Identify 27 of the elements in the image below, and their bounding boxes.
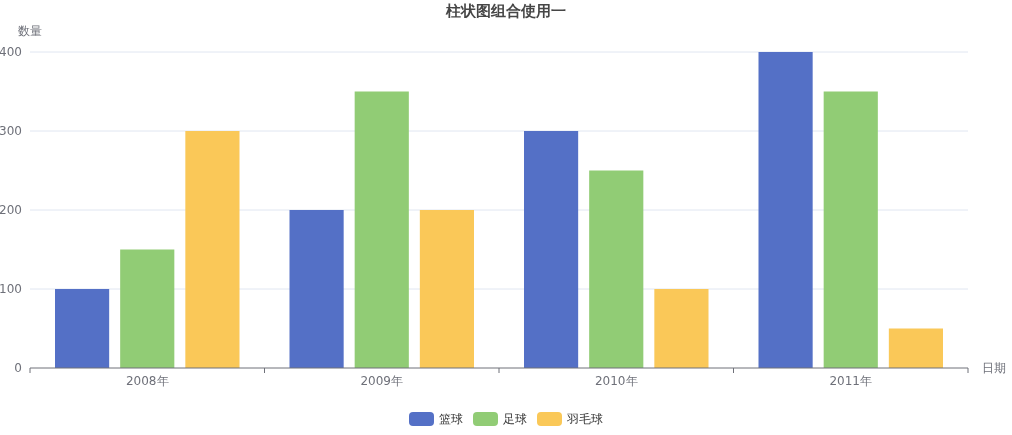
y-axis-title: 数量 <box>18 24 42 38</box>
x-tick-label: 2011年 <box>829 374 873 388</box>
y-tick-label: 200 <box>0 203 22 217</box>
legend-label: 足球 <box>503 412 527 426</box>
chart-title: 柱状图组合使用一 <box>445 2 566 20</box>
y-tick-label: 400 <box>0 45 22 59</box>
bar <box>823 91 878 368</box>
y-tick-label: 300 <box>0 124 22 138</box>
y-tick-label: 100 <box>0 282 22 296</box>
bar <box>758 52 813 368</box>
bar <box>289 210 344 368</box>
bar <box>888 328 943 368</box>
legend-label: 羽毛球 <box>566 412 603 426</box>
legend-label: 篮球 <box>439 412 463 426</box>
x-tick-label: 2008年 <box>125 374 169 388</box>
bar <box>120 249 175 368</box>
bar <box>654 289 709 368</box>
x-axis-title: 日期 <box>982 361 1006 375</box>
bar <box>55 289 110 368</box>
x-tick-label: 2009年 <box>360 374 404 388</box>
bar <box>524 131 579 368</box>
bar <box>354 91 409 368</box>
bar <box>185 131 240 368</box>
bar <box>589 170 644 368</box>
x-tick-label: 2010年 <box>594 374 638 388</box>
bar <box>419 210 474 368</box>
y-tick-label: 0 <box>14 361 22 375</box>
